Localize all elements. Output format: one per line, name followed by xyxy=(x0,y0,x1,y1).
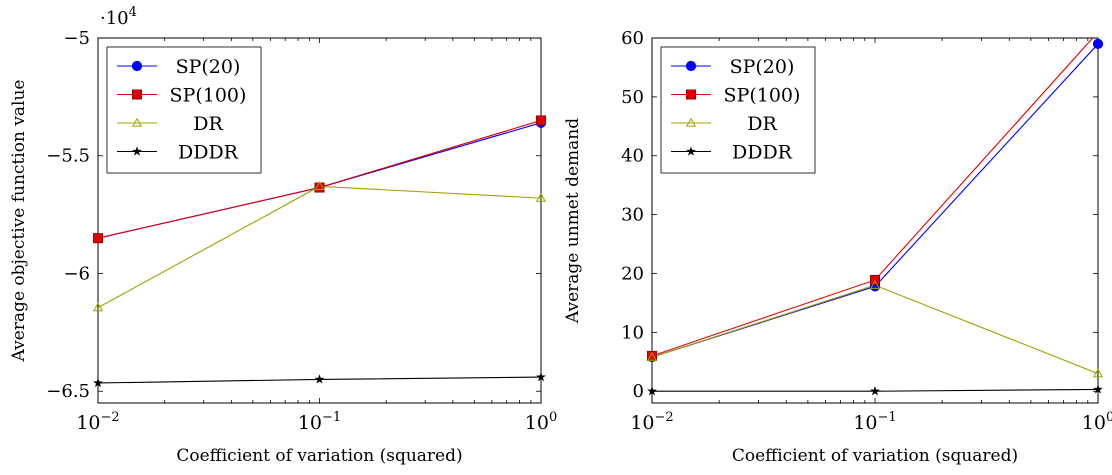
y-tick-label: −6.5 xyxy=(46,381,90,402)
legend-marker xyxy=(686,89,697,100)
legend-label: SP(20) xyxy=(730,56,795,78)
x-tick-label: 10−1 xyxy=(298,410,341,434)
data-point xyxy=(92,302,104,312)
legend-label: DR xyxy=(747,113,777,135)
legend-label: SP(100) xyxy=(170,85,247,107)
legend-label: DDDR xyxy=(732,142,793,164)
legend: SP(20) SP(100) DR DDDR xyxy=(660,46,816,174)
x-tick-exponent: 0 xyxy=(549,410,557,425)
legend: SP(20) SP(100) DR DDDR xyxy=(106,46,262,174)
y-multiplier-exponent: 4 xyxy=(129,5,137,20)
data-point xyxy=(536,115,547,126)
legend-marker xyxy=(685,60,697,72)
legend-label: SP(20) xyxy=(176,56,241,78)
x-tick-label: 100 xyxy=(525,410,557,434)
data-point xyxy=(1093,384,1103,394)
legend-label: SP(100) xyxy=(724,85,801,107)
y-tick-label: 20 xyxy=(621,263,644,284)
data-point xyxy=(647,386,657,396)
legend-marker xyxy=(132,146,142,156)
data-point xyxy=(870,386,880,396)
legend-marker xyxy=(131,117,143,127)
data-point xyxy=(93,233,104,244)
data-point xyxy=(1092,38,1104,49)
data-point xyxy=(314,181,325,191)
x-tick-exponent: 0 xyxy=(1106,410,1112,425)
x-tick-base: 10 xyxy=(630,412,654,434)
data-point xyxy=(535,192,547,202)
y-tick-label: 10 xyxy=(621,322,644,343)
legend-label: DR xyxy=(193,113,223,135)
x-tick-label: 10−1 xyxy=(853,410,896,434)
y-tick-label: −5.5 xyxy=(46,146,90,167)
data-point xyxy=(536,371,546,382)
legend-marker xyxy=(131,60,143,72)
data-point xyxy=(314,374,325,384)
series-line-dr xyxy=(98,185,541,309)
x-tick-label: 100 xyxy=(1082,410,1112,434)
x-tick-label: 10−2 xyxy=(630,410,673,434)
x-tick-base: 10 xyxy=(1082,412,1106,434)
x-tick-exponent: −1 xyxy=(878,410,897,425)
legend-marker xyxy=(686,146,696,156)
y-tick-label: −5 xyxy=(63,28,90,49)
data-point xyxy=(93,377,103,388)
x-tick-exponent: −2 xyxy=(101,410,120,425)
x-tick-exponent: −1 xyxy=(322,410,341,425)
x-tick-base: 10 xyxy=(298,412,322,434)
legend-label: DDDR xyxy=(178,142,239,164)
legend-marker xyxy=(685,117,697,127)
x-tick-base: 10 xyxy=(76,412,100,434)
y-axis-label: Average unmet demand xyxy=(563,118,583,324)
y-tick-label: 30 xyxy=(621,205,644,226)
y-tick-label: 0 xyxy=(633,381,644,402)
x-tick-base: 10 xyxy=(853,412,877,434)
y-axis-label: Average objective function value xyxy=(9,80,29,363)
x-axis-label: Coefficient of variation (squared) xyxy=(176,446,462,466)
y-axis-multiplier: ·104 xyxy=(100,5,137,29)
y-tick-label: 40 xyxy=(621,146,644,167)
marker-group xyxy=(92,115,547,388)
x-tick-base: 10 xyxy=(525,412,549,434)
x-tick-label: 10−2 xyxy=(76,410,119,434)
data-point xyxy=(870,274,881,285)
y-tick-label: 50 xyxy=(621,87,644,108)
data-point xyxy=(1092,368,1104,378)
data-point xyxy=(646,351,658,361)
y-tick-label: 60 xyxy=(621,28,644,49)
y-tick-label: −6 xyxy=(63,263,90,284)
legend-marker xyxy=(131,89,142,100)
data-point xyxy=(869,280,881,289)
x-tick-exponent: −2 xyxy=(655,410,674,425)
series-line-dr xyxy=(652,284,1098,375)
x-axis-label: Coefficient of variation (squared) xyxy=(732,446,1018,466)
marker-group xyxy=(646,38,1104,396)
y-multiplier-base: ·10 xyxy=(100,8,129,29)
